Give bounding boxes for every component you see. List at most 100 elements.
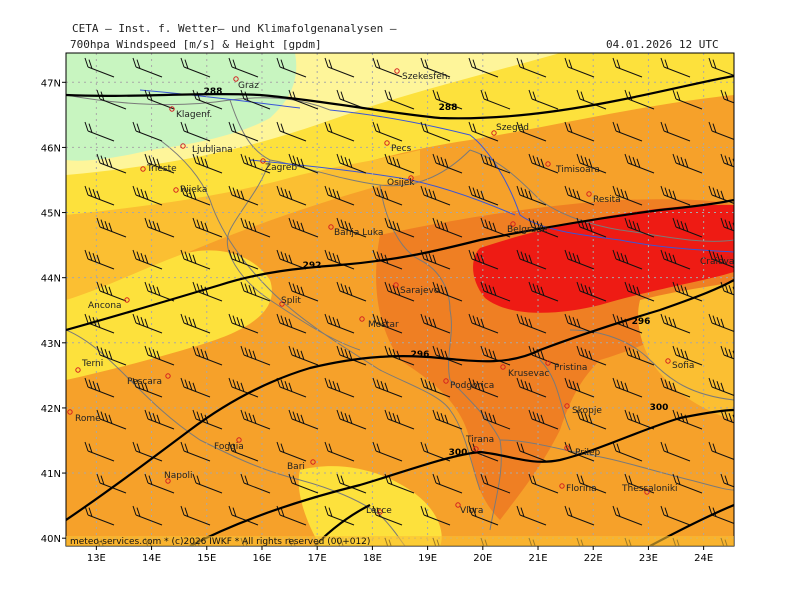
city-label: Bari <box>287 462 305 472</box>
city-label: Pecs <box>391 144 412 154</box>
wind-barb <box>132 57 163 78</box>
wind-barb <box>660 313 691 334</box>
wind-barb <box>576 153 607 174</box>
wind-barb <box>144 473 175 494</box>
wind-barb <box>372 57 403 78</box>
city-marker <box>725 256 731 262</box>
wind-barb <box>288 473 319 494</box>
wind-barb <box>132 505 163 526</box>
contour-300 <box>189 408 734 546</box>
wind-barb <box>516 121 547 142</box>
lon-tick-label: 16E <box>252 553 271 564</box>
contour-label: 300 <box>650 403 669 413</box>
institute-title: CETA – Inst. f. Wetter– und Klimafolgena… <box>72 22 397 35</box>
wind-barb <box>336 409 367 430</box>
city-label: Banja Luka <box>334 228 383 238</box>
wind-barb <box>240 217 271 238</box>
wind-barb <box>84 121 115 142</box>
wind-barb <box>180 377 211 398</box>
lon-tick-label: 20E <box>473 553 492 564</box>
contour-label: 296 <box>411 350 430 360</box>
lon-tick-label: 21E <box>528 553 547 564</box>
city-label: Mostar <box>368 320 399 330</box>
wind-barb <box>180 313 211 334</box>
wind-barb <box>276 185 307 206</box>
wind-barb <box>240 153 271 174</box>
wind-barb <box>516 377 547 398</box>
lat-tick-label: 46N <box>41 143 61 154</box>
wind-barb <box>384 409 415 430</box>
city-marker <box>165 373 171 379</box>
wind-barb <box>660 377 691 398</box>
city-marker <box>545 360 551 366</box>
contour-label: 288 <box>204 87 223 97</box>
wind-barb <box>288 345 319 366</box>
contour-288 <box>66 74 734 120</box>
city-label: Ancona <box>88 301 122 311</box>
wind-barb <box>372 441 403 462</box>
city-marker <box>233 76 239 82</box>
city-label: Split <box>281 296 301 306</box>
city-label: Sofia <box>672 361 694 371</box>
city-label: Klagenf. <box>176 110 212 120</box>
wind-barb <box>228 377 259 398</box>
lat-tick-label: 47N <box>41 78 61 89</box>
wind-barb <box>480 281 511 302</box>
wind-barb <box>468 185 499 206</box>
city-label: Terni <box>81 359 103 369</box>
wind-barb <box>192 153 223 174</box>
city-label: Tirana <box>465 435 494 445</box>
city-label: Pristina <box>554 363 587 373</box>
lon-tick-label: 14E <box>142 553 161 564</box>
city-marker <box>564 445 570 451</box>
wind-barb <box>672 281 703 302</box>
city-label: Osijek <box>387 178 415 188</box>
wind-barb <box>564 377 595 398</box>
wind-barb <box>420 377 451 398</box>
wind-barb <box>96 409 127 430</box>
wind-barb <box>432 345 463 366</box>
wind-barb <box>84 441 115 462</box>
city-label: Rijeka <box>180 185 207 195</box>
contour-label: 288 <box>439 103 458 113</box>
city-label: Zagreb <box>265 163 297 173</box>
city-label: Skopje <box>572 406 602 416</box>
city-marker <box>455 502 461 508</box>
contour-292 <box>66 198 734 332</box>
city-label: Szekesfeh. <box>402 72 450 82</box>
wind-barb <box>624 345 655 366</box>
wind-barb <box>432 409 463 430</box>
wind-barb <box>672 473 703 494</box>
city-label: Ljubljana <box>192 145 233 155</box>
wind-barb <box>324 377 355 398</box>
wind-barb <box>228 121 259 142</box>
wind-barb <box>324 441 355 462</box>
city-label: Foggia <box>214 442 244 452</box>
lon-tick-label: 24E <box>694 553 713 564</box>
wind-barb <box>84 377 115 398</box>
wind-barb <box>468 313 499 334</box>
wind-barb <box>564 121 595 142</box>
wind-barb <box>144 345 175 366</box>
lon-tick-label: 13E <box>87 553 106 564</box>
city-label: Lecce <box>366 506 392 516</box>
wind-barb <box>96 345 127 366</box>
wind-barb <box>324 57 355 78</box>
city-marker <box>180 143 186 149</box>
wind-barb <box>228 249 259 270</box>
wind-barb <box>612 185 643 206</box>
wind-barb <box>528 473 559 494</box>
wind-barb <box>336 217 367 238</box>
lon-tick-label: 17E <box>308 553 327 564</box>
city-marker <box>473 446 479 452</box>
wind-barb <box>84 57 115 78</box>
wind-barb <box>192 217 223 238</box>
wind-barb <box>132 313 163 334</box>
wind-barb <box>132 441 163 462</box>
wind-barb <box>528 409 559 430</box>
city-marker <box>545 161 551 167</box>
city-marker <box>510 221 516 227</box>
city-marker <box>586 191 592 197</box>
